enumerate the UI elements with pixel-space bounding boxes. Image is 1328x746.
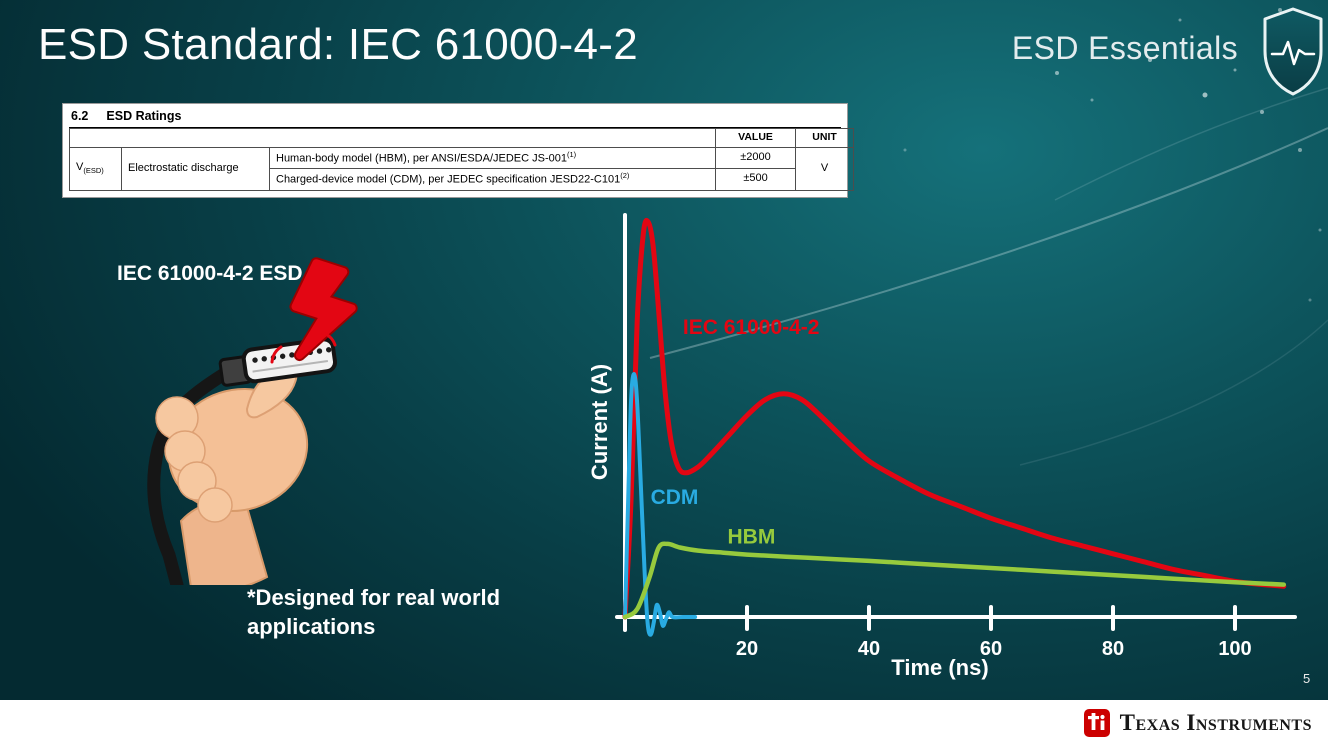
connector-label: IEC 61000-4-2 ESD (117, 262, 303, 285)
ti-wordmark: Texas Instruments (1119, 710, 1312, 735)
param-symbol-cell: V(ESD) (69, 146, 122, 191)
cable (147, 364, 236, 585)
hbm-value-cell: ±2000 (715, 146, 797, 170)
hbm-desc-cell: Human-body model (HBM), per ANSI/ESDA/JE… (268, 146, 717, 170)
shield-icon (1263, 7, 1323, 96)
x-tick-label: 60 (980, 638, 1002, 660)
param-name-cell: Electrostatic discharge (121, 146, 270, 191)
table-empty-header-cell (68, 128, 717, 148)
x-tick-label: 80 (1102, 638, 1124, 660)
page-number: 5 (1303, 671, 1311, 686)
series-label: HBM (728, 526, 776, 549)
page-title: ESD Standard: IEC 61000-4-2 (38, 20, 638, 69)
hand-connector-illustration (147, 257, 358, 585)
series-label: IEC 61000-4-2 (683, 316, 820, 339)
unit-cell: V (795, 146, 855, 191)
fingers (155, 396, 233, 523)
footnote-line2: applications (247, 613, 376, 639)
unit-column-header: UNIT (795, 128, 855, 148)
datasheet-table: 6.2 ESD Ratings VALUE UNIT V(ESD) Electr… (62, 103, 855, 198)
x-tick-label: 20 (736, 638, 758, 660)
pulse-line-icon (1270, 40, 1316, 66)
table-section-heading: 6.2 ESD Ratings (69, 107, 841, 128)
x-tick-label: 100 (1218, 638, 1251, 660)
series-CDM (623, 372, 698, 637)
value-column-header: VALUE (715, 128, 797, 148)
footnote-text: *Designed for real world applications (247, 584, 500, 641)
series-HBM (622, 541, 1287, 620)
spark-marks (270, 331, 337, 364)
series-label: CDM (651, 486, 699, 509)
footnote-line1: *Designed for real world (247, 585, 501, 610)
x-tick-label: 40 (858, 638, 880, 660)
x-axis-label: Time (ns) (891, 655, 989, 680)
ti-logo-icon (1083, 709, 1110, 737)
esd-waveform-chart: 20 40 60 80 100 IEC 61000-4-2 CDM HBM (615, 213, 1297, 660)
cdm-desc-cell: Charged-device model (CDM), per JEDEC sp… (268, 168, 717, 191)
cdm-value-cell: ±500 (715, 168, 797, 191)
lightning-bolt-icon (289, 257, 358, 362)
footer-bar: Texas Instruments (0, 700, 1328, 746)
table-section-title: ESD Ratings (106, 109, 182, 123)
table-section-number: 6.2 (71, 109, 89, 123)
brand-title: ESD Essentials (1011, 30, 1238, 66)
series-IEC 61000-4-2 (622, 218, 1287, 620)
